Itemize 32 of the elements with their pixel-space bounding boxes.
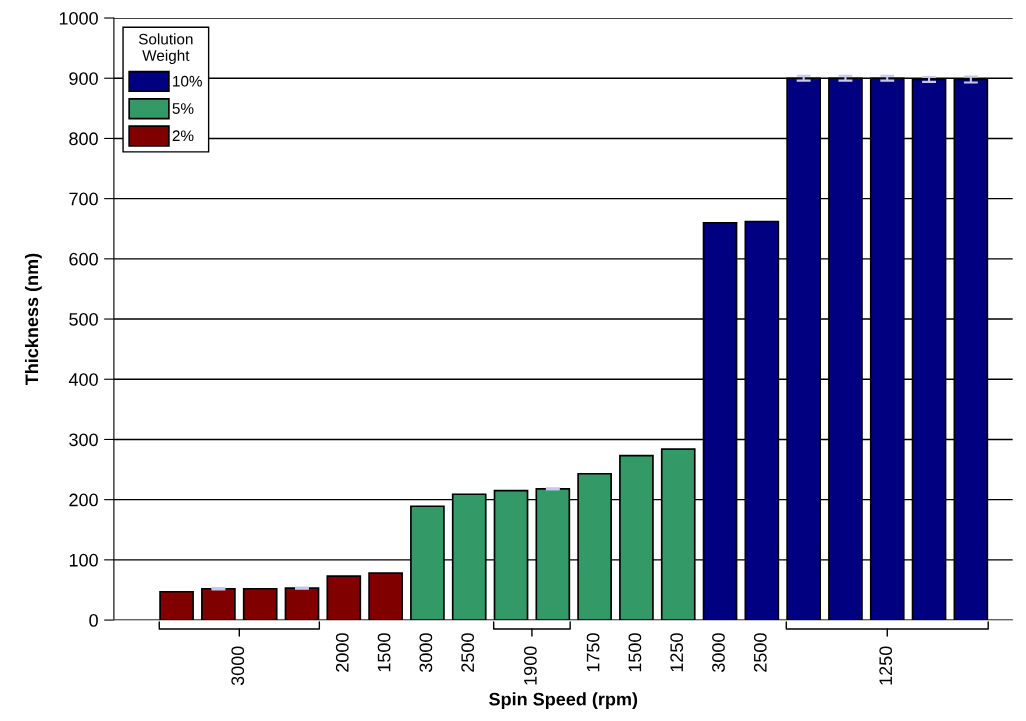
- x-tick-label: 1500: [377, 633, 391, 672]
- y-tick-label: 600: [69, 252, 98, 266]
- x-tick-label: 2500: [753, 633, 767, 672]
- legend-label: 10%: [173, 75, 202, 87]
- text: 1900: [523, 646, 537, 685]
- x-tick-label: 2000: [335, 633, 349, 672]
- y-tick-label: 200: [69, 493, 98, 507]
- y-tick-label: 1000: [59, 11, 98, 25]
- y-tick-label: 0: [89, 613, 98, 627]
- x-tick-label: 3000: [712, 633, 725, 673]
- y-tick-label: 700: [69, 192, 98, 206]
- y-tick-label: 300: [69, 433, 98, 447]
- x-tick-label: 1500: [628, 633, 642, 672]
- bar: [201, 587, 236, 621]
- x-axis-title: Spin Speed (rpm): [489, 692, 638, 710]
- x-tick-label: 1250: [670, 633, 684, 672]
- y-tick-label: 100: [69, 553, 98, 567]
- legend-label: 2%: [172, 130, 194, 142]
- bar: [326, 575, 362, 621]
- bar: [242, 587, 278, 621]
- y-axis-title: Thickness (nm): [24, 253, 42, 386]
- legend-title: Solution Weight: [138, 33, 193, 64]
- x-tick-label: 3000: [419, 633, 433, 673]
- y-tick-label: 800: [69, 132, 98, 146]
- y-tick-label: 900: [69, 72, 98, 85]
- x-tick-label: 1750: [586, 633, 600, 672]
- legend-label: 5%: [172, 103, 194, 114]
- bar: [284, 587, 320, 621]
- y-tick-label: 500: [69, 312, 98, 326]
- y-tick-label: 400: [68, 373, 98, 386]
- x-tick-label: 2500: [461, 633, 475, 672]
- bar: [368, 572, 403, 621]
